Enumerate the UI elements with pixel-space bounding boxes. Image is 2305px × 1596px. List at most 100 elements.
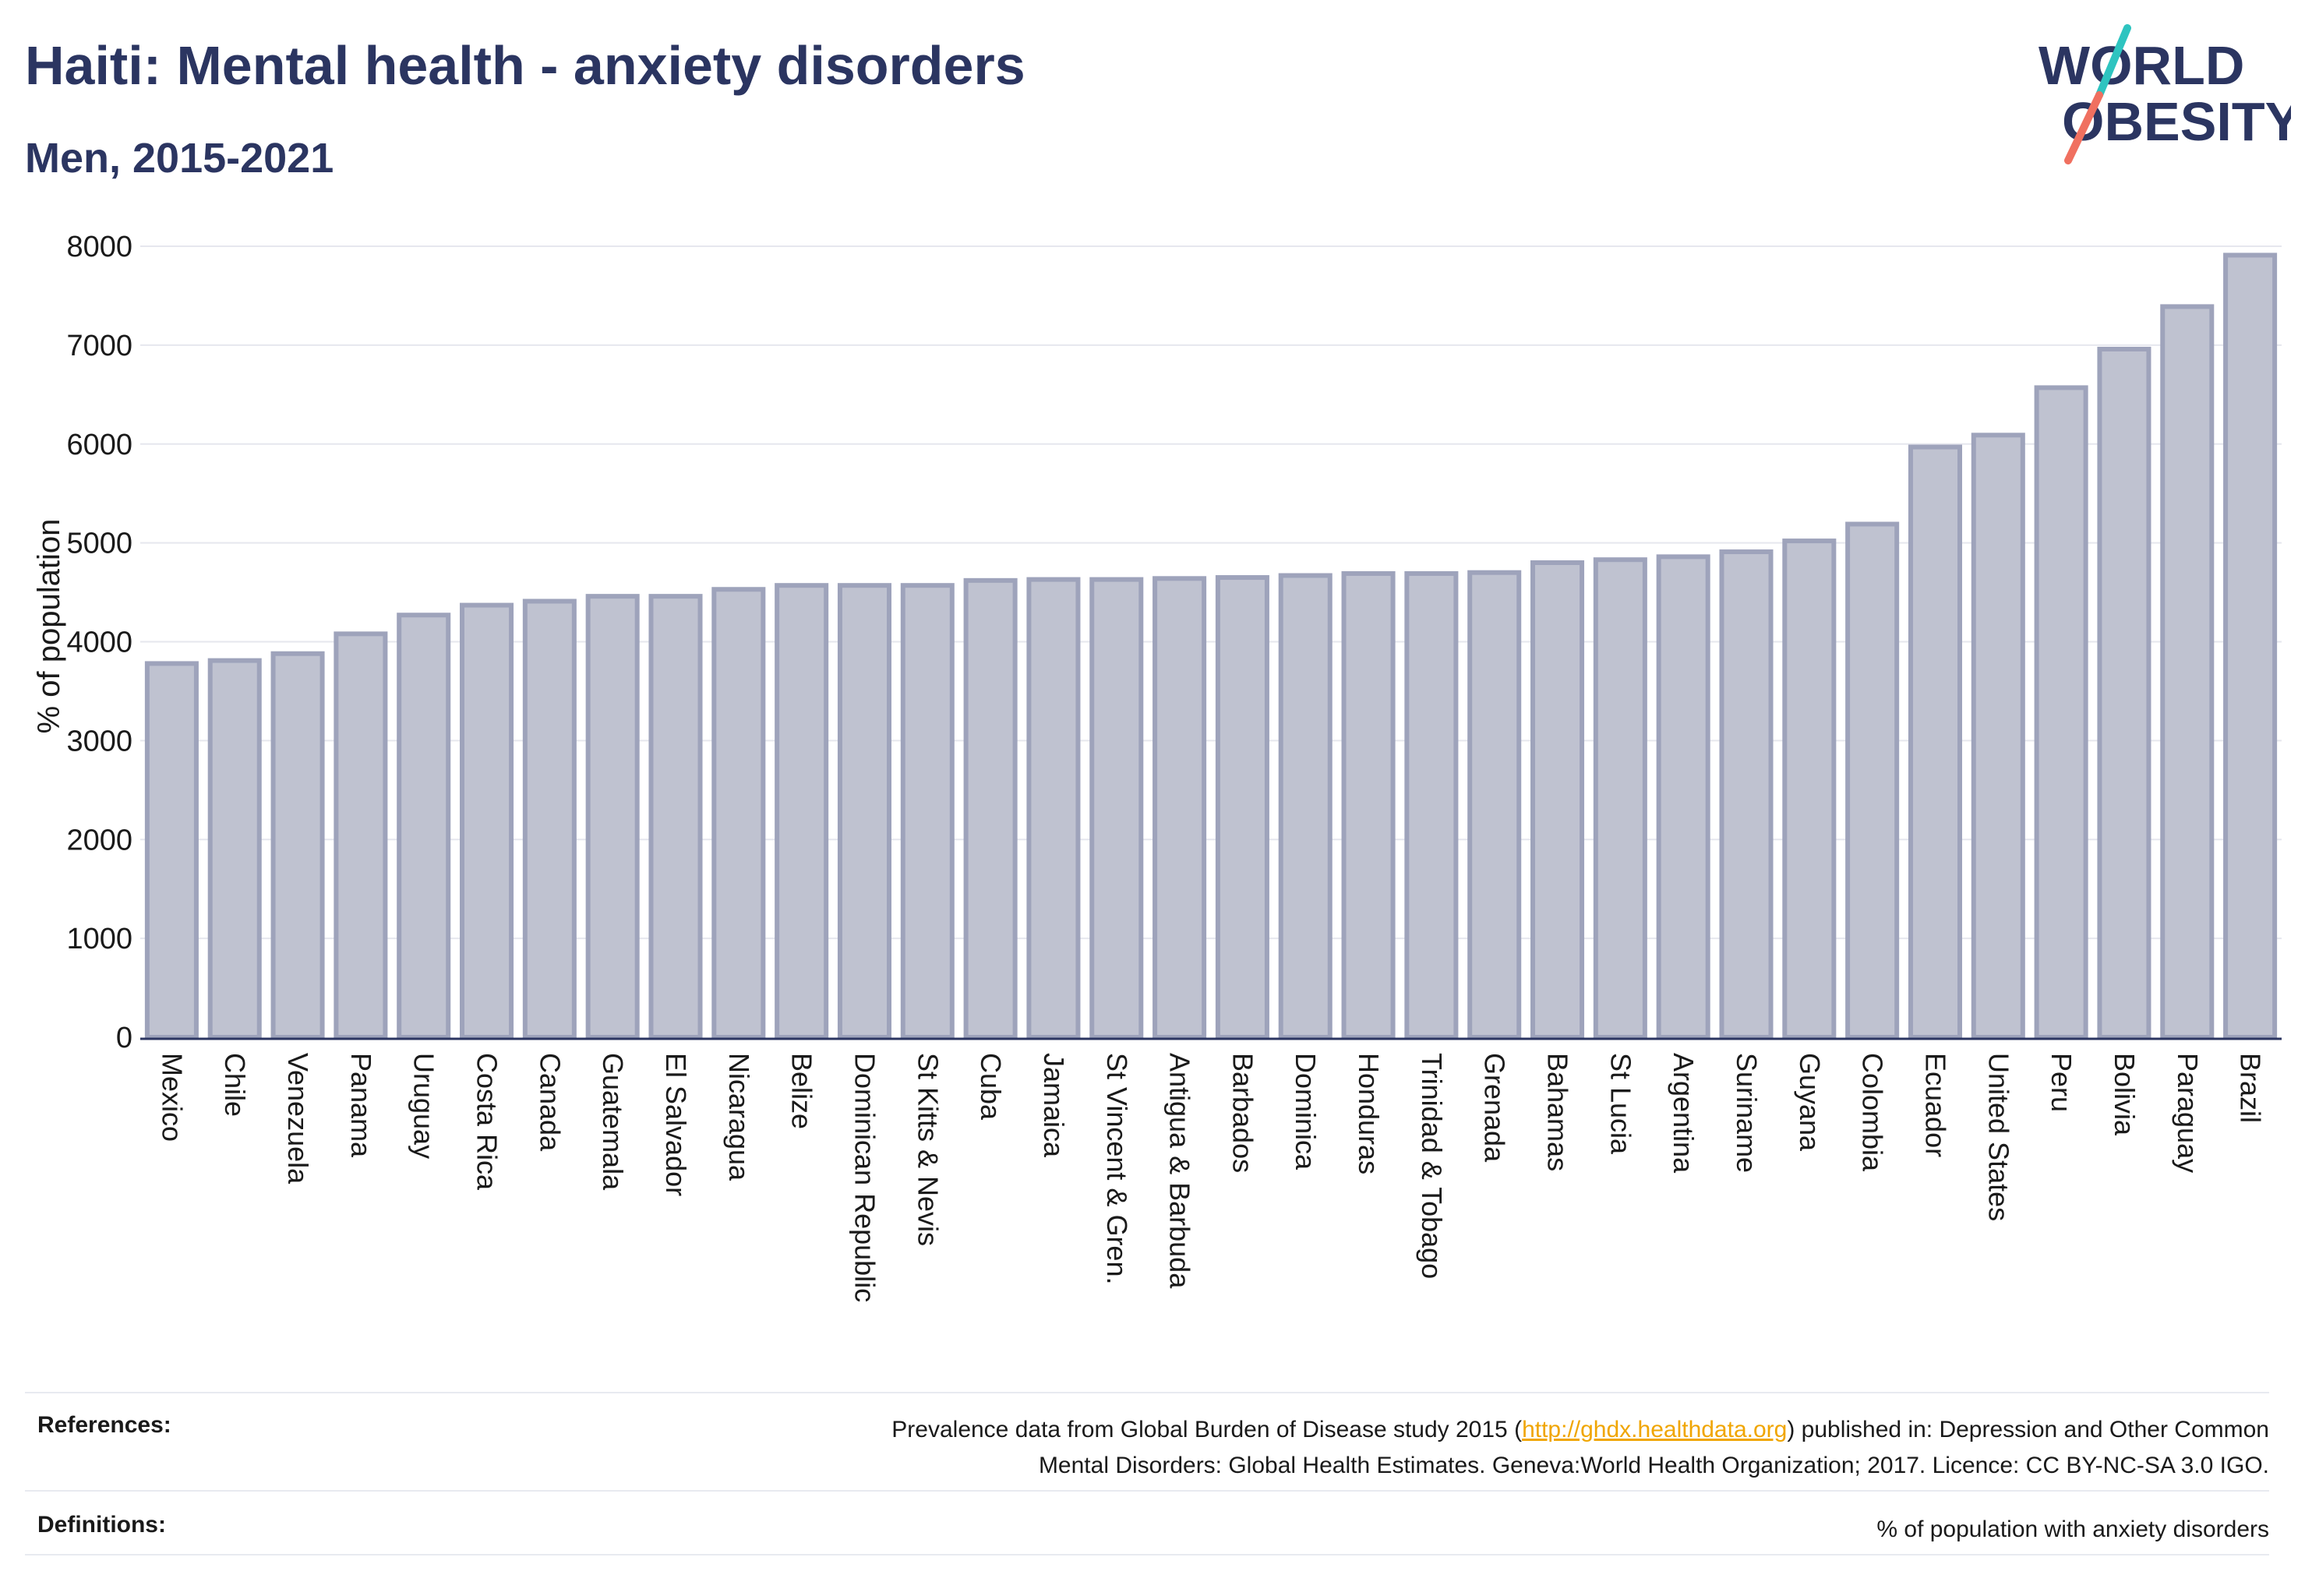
bar-suriname [1719,549,1774,1040]
references-text: Prevalence data from Global Burden of Di… [891,1412,2269,1484]
x-tick-label: Chile [219,1053,251,1117]
y-tick-label: 7000 [66,330,132,362]
bar-costa-rica [460,602,514,1040]
bar-canada [522,598,577,1040]
bar-chart: 0 1000 2000 3000 4000 5000 6000 7000 8000 Mexico… [32,231,2282,1302]
definitions-text: % of population with anxiety disorders [1876,1517,2269,1542]
definitions-label: Definitions: [37,1512,166,1538]
bar-st-lucia [1593,557,1647,1040]
y-tick-label: 6000 [66,429,132,461]
bar-el-salvador [648,594,703,1040]
y-tick-label: 3000 [66,725,132,757]
x-tick-label: Jamaica [1038,1053,1070,1158]
x-axis-labels: Mexico Chile Venezuela Panama Uruguay Costa R… [156,1053,2266,1302]
x-tick-label: Mexico [156,1053,188,1142]
x-tick-label: Antigua & Barbuda [1164,1053,1196,1289]
bar-cuba [963,577,1018,1040]
references-label: References: [37,1412,171,1438]
y-tick-label: 8000 [66,231,132,263]
bar-peru [2034,385,2088,1040]
x-tick-label: Costa Rica [471,1053,503,1191]
y-tick-label: 4000 [66,627,132,659]
x-tick-label: Belize [786,1053,818,1129]
x-tick-label: Cuba [975,1053,1007,1121]
x-tick-label: Panama [345,1053,377,1158]
footer-divider-bottom [25,1554,2269,1555]
bar-st-vincent-gren- [1089,577,1144,1040]
bar-argentina [1656,554,1710,1040]
footer-divider-middle [25,1490,2269,1492]
x-tick-label: Uruguay [408,1053,440,1159]
bar-guyana [1782,538,1837,1040]
bar-honduras [1341,570,1396,1040]
x-tick-label: Dominican Republic [849,1053,881,1302]
bar-mexico [144,661,199,1040]
bar-panama [334,631,388,1040]
logo-slash-coral [2064,91,2103,164]
bar-colombia [1845,521,1900,1040]
footer-divider-top [25,1392,2269,1393]
x-tick-label: St Kitts & Nevis [912,1053,944,1246]
bar-united-states [1971,433,2025,1040]
x-tick-label: Guatemala [597,1053,629,1191]
page-subtitle: Men, 2015-2021 [25,135,334,182]
x-tick-label: Guyana [1794,1053,1826,1152]
bar-ecuador [1908,444,1962,1040]
references-text-before: Prevalence data from Global Burden of Di… [891,1417,1523,1442]
x-tick-label: Canada [534,1053,566,1152]
bar-nicaragua [711,587,766,1040]
page-title: Haiti: Mental health - anxiety disorders [25,35,1025,96]
x-tick-label: St Vincent & Gren. [1101,1053,1133,1285]
references-link[interactable]: http://ghdx.healthdata.org [1522,1417,1788,1442]
bar-chile [207,658,262,1040]
bar-grenada [1467,570,1522,1040]
x-tick-label: St Lucia [1604,1053,1636,1155]
bar-trinidad-tobago [1404,570,1459,1040]
y-tick-label: 2000 [66,824,132,856]
x-tick-label: Grenada [1479,1053,1511,1163]
bar-belize [775,583,829,1040]
x-tick-label: Colombia [1857,1053,1889,1172]
x-tick-label: United States [1982,1053,2014,1221]
bar-venezuela [270,651,325,1040]
bar-jamaica [1026,577,1081,1040]
x-tick-label: Venezuela [282,1053,314,1185]
x-tick-label: Paraguay [2172,1053,2204,1173]
bar-bolivia [2097,346,2151,1040]
bar-antigua-barbuda [1152,576,1207,1040]
references-line2: Mental Disorders: Global Health Estimate… [1038,1453,2269,1478]
x-tick-label: Argentina [1668,1053,1700,1174]
chart-bars [144,252,2278,1040]
logo-line1: WORLD [2038,35,2244,96]
bar-st-kitts-nevis [900,583,955,1040]
x-tick-label: Barbados [1227,1053,1258,1173]
y-tick-label: 0 [116,1022,132,1054]
x-tick-label: Bolivia [2109,1053,2141,1136]
x-tick-label: Dominica [1290,1053,1322,1171]
bar-brazil [2223,252,2278,1040]
world-obesity-logo: WORLD OBESITY [2038,24,2291,164]
references-text-after: ) published in: Depression and Other Com… [1787,1417,2269,1442]
x-tick-label: Brazil [2235,1053,2267,1123]
references-section: References: Prevalence data from Global … [25,1412,2269,1490]
x-tick-label: Bahamas [1542,1053,1574,1171]
x-tick-label: Trinidad & Tobago [1416,1053,1448,1279]
bar-paraguay [2160,304,2215,1040]
bar-uruguay [397,613,451,1040]
y-tick-label: 1000 [66,923,132,955]
y-axis-label: % of population [32,519,66,734]
definitions-section: Definitions: % of population with anxiet… [25,1512,2269,1551]
x-tick-label: Nicaragua [723,1053,755,1181]
y-tick-label: 5000 [66,528,132,560]
bar-dominica [1278,573,1333,1040]
x-tick-label: Suriname [1731,1053,1763,1173]
x-tick-label: El Salvador [660,1053,692,1196]
y-axis-ticks: 0 1000 2000 3000 4000 5000 6000 7000 8000 [66,231,132,1054]
logo-slash-teal [2095,24,2131,99]
x-tick-label: Peru [2046,1053,2077,1112]
bar-bahamas [1530,560,1585,1040]
x-tick-label: Honduras [1353,1053,1385,1174]
bar-barbados [1215,575,1269,1040]
bar-guatemala [585,594,640,1040]
bar-dominican-republic [837,583,891,1040]
